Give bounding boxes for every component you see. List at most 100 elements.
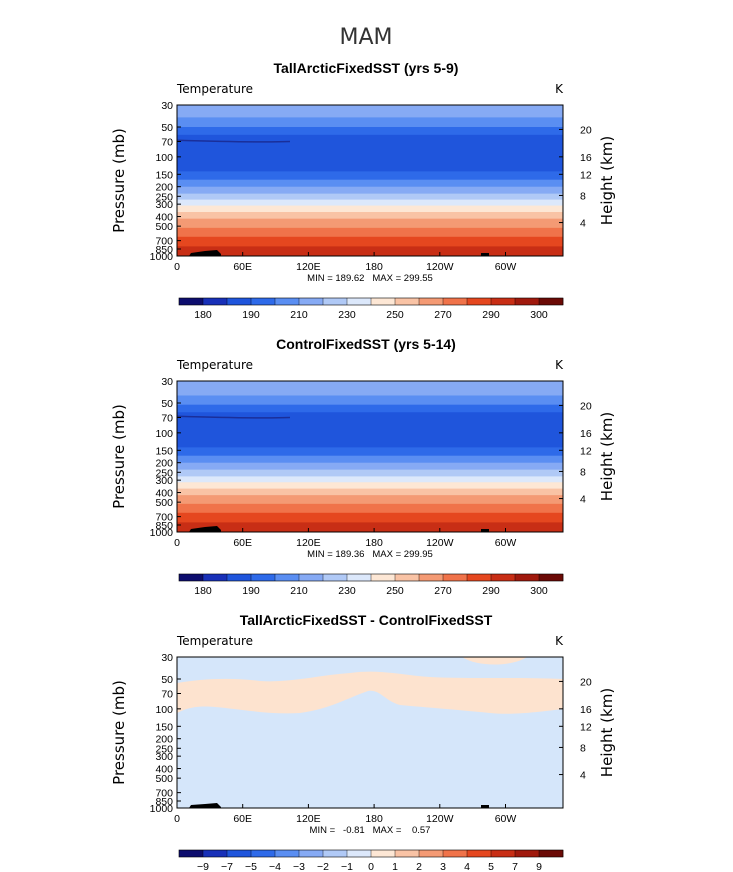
y-tick-label: 700 — [155, 236, 173, 248]
colorbar: 180 190 210 230 250 270 290 300 — [178, 297, 564, 321]
contour-band — [177, 671, 563, 714]
x-tick-label: 180 — [365, 813, 383, 825]
topography — [481, 805, 489, 808]
y-tick-label: 400 — [155, 212, 173, 224]
colorbar-label: −7 — [221, 861, 233, 872]
contour-band — [177, 105, 563, 118]
contour-band — [462, 657, 527, 665]
colorbar-swatch — [539, 574, 564, 581]
colorbar-swatch — [419, 850, 444, 857]
contour-line — [177, 139, 291, 143]
variable-label: Temperature — [176, 634, 253, 648]
colorbar-swatch — [539, 850, 564, 857]
y-tick-label: 200 — [155, 734, 173, 746]
contour-band — [177, 186, 563, 195]
contour-band — [177, 227, 563, 238]
height-tick-label: 20 — [580, 676, 592, 688]
contour-band — [177, 404, 563, 413]
contour-line — [177, 415, 291, 419]
colorbar-label: 290 — [482, 585, 500, 597]
colorbar-swatch — [539, 298, 564, 305]
panel-title: TallArcticFixedSST (yrs 5-9) — [274, 60, 459, 76]
plot-frame — [176, 104, 564, 257]
min-max-label: MIN = 189.62 MAX = 299.55 — [307, 273, 433, 284]
colorbar-swatch — [419, 574, 444, 581]
variable-label: Temperature — [176, 82, 253, 96]
height-tick-label: 8 — [580, 466, 586, 478]
x-tick-label: 120W — [426, 261, 454, 273]
colorbar-label: 190 — [242, 309, 260, 321]
y-tick-label: 30 — [161, 100, 173, 112]
panel-title: ControlFixedSST (yrs 5-14) — [276, 336, 456, 352]
y-axis-label-right: Height (km) — [598, 688, 616, 777]
topography — [481, 253, 489, 256]
contour-band — [177, 212, 563, 220]
x-tick-label: 120E — [296, 537, 321, 549]
contour-band — [177, 134, 563, 172]
colorbar-label: 250 — [386, 309, 404, 321]
colorbar-swatch — [491, 850, 516, 857]
contour-band — [177, 193, 563, 201]
contour-band — [177, 381, 563, 396]
chart-panel-3: TallArcticFixedSST - ControlFixedSST Temp… — [110, 612, 616, 872]
colorbar-swatch — [395, 850, 420, 857]
height-tick-label: 8 — [580, 742, 586, 754]
y-tick-label: 1000 — [150, 251, 174, 263]
y-tick-label: 100 — [155, 428, 173, 440]
height-tick-label: 20 — [580, 400, 592, 412]
contour-band — [177, 179, 563, 188]
height-tick-label: 12 — [580, 169, 592, 181]
colorbar-swatch — [371, 850, 396, 857]
y-tick-label: 250 — [155, 467, 173, 479]
colorbar-swatch — [299, 850, 324, 857]
colorbar: −9 −7 −5 −4 −3 −2 −1 0 1 2 3 4 5 7 9 — [178, 849, 564, 872]
y-tick-label: 30 — [161, 376, 173, 388]
colorbar: 180 190 210 230 250 270 290 300 — [178, 573, 564, 597]
panel-title: TallArcticFixedSST - ControlFixedSST — [240, 612, 493, 628]
y-tick-label: 850 — [155, 244, 173, 256]
x-tick-label: 60E — [233, 813, 252, 825]
y-tick-label: 70 — [161, 688, 173, 700]
colorbar-label: −2 — [317, 861, 329, 872]
height-tick-label: 4 — [580, 770, 586, 782]
y-tick-label: 250 — [155, 743, 173, 755]
colorbar-label: 7 — [512, 861, 518, 872]
contour-field — [177, 657, 563, 808]
colorbar-swatch — [275, 298, 300, 305]
x-tick-label: 120E — [296, 813, 321, 825]
colorbar-swatch — [179, 850, 204, 857]
height-tick-label: 16 — [580, 152, 592, 164]
colorbar-swatch — [491, 574, 516, 581]
y-tick-label: 200 — [155, 182, 173, 194]
colorbar-swatch — [443, 298, 468, 305]
colorbar-swatch — [179, 574, 204, 581]
colorbar-swatch — [467, 298, 492, 305]
colorbar-swatch — [371, 298, 396, 305]
height-tick-label: 4 — [580, 494, 586, 506]
units-label: K — [555, 634, 564, 648]
min-max-label: MIN = -0.81 MAX = 0.57 — [310, 825, 431, 836]
height-tick-label: 8 — [580, 190, 586, 202]
contour-band — [177, 171, 563, 181]
figure-title: MAM — [339, 25, 392, 50]
y-tick-label: 500 — [155, 773, 173, 785]
contour-band — [177, 488, 563, 496]
colorbar-swatch — [299, 298, 324, 305]
height-tick-label: 16 — [580, 428, 592, 440]
topography — [189, 803, 221, 808]
colorbar-label: 210 — [290, 585, 308, 597]
topography — [189, 526, 221, 532]
y-tick-label: 500 — [155, 497, 173, 509]
colorbar-label: 230 — [338, 309, 356, 321]
colorbar-swatch — [299, 574, 324, 581]
units-label: K — [555, 358, 564, 372]
y-tick-label: 50 — [161, 398, 173, 410]
y-axis-label-right: Height (km) — [598, 136, 616, 225]
y-tick-label: 500 — [155, 221, 173, 233]
colorbar-label: 2 — [416, 861, 422, 872]
colorbar-label: 5 — [488, 861, 494, 872]
contour-band — [177, 395, 563, 406]
colorbar-label: 190 — [242, 585, 260, 597]
colorbar-label: 290 — [482, 309, 500, 321]
y-tick-label: 250 — [155, 191, 173, 203]
